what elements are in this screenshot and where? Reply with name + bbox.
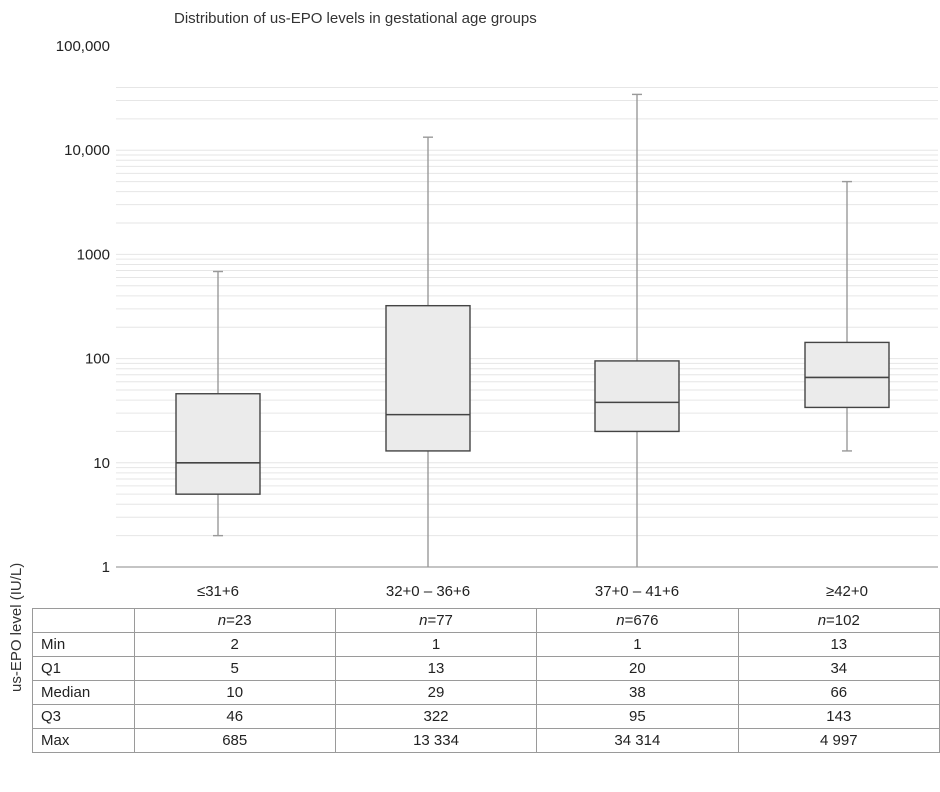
y-tick-label: 1	[102, 559, 110, 576]
n-value: =77	[427, 612, 453, 629]
table-cell: 38	[536, 680, 739, 705]
n-value: =102	[826, 612, 860, 629]
n-value: =23	[226, 612, 252, 629]
table-cell: 29	[334, 680, 538, 705]
table-cell: 1	[536, 632, 739, 657]
table-row-median: Median 10 29 38 66	[32, 680, 940, 705]
box	[804, 341, 890, 409]
table-row-q1: Q1 5 13 20 34	[32, 656, 940, 681]
table-cell: 2	[133, 632, 336, 657]
table-row-min: Min 2 1 1 13	[32, 632, 940, 657]
table-row-n: n=23 n=77 n=676 n=102	[32, 608, 940, 633]
table-cell: 13	[334, 656, 538, 681]
x-category-label: 37+0 – 41+6	[595, 583, 679, 600]
table-cell: 10	[133, 680, 336, 705]
x-category-label: ≥42+0	[826, 583, 868, 600]
table-cell: 20	[536, 656, 739, 681]
row-label: Max	[32, 728, 135, 753]
x-category-label: 32+0 – 36+6	[386, 583, 470, 600]
summary-stats-table: n=23 n=77 n=676 n=102 Min 2 1 1 13 Q1 5 …	[32, 608, 940, 753]
n-cell: n=102	[737, 608, 940, 633]
chart-title: Distribution of us-EPO levels in gestati…	[174, 10, 537, 27]
n-cell: n=676	[536, 608, 739, 633]
table-cell: 66	[737, 680, 940, 705]
y-tick-label: 10	[93, 455, 110, 472]
n-prefix: n	[217, 612, 227, 629]
n-cell: n=23	[133, 608, 336, 633]
axis-labels: 1 10 100 1000 10,000 100,000 ≤31+6 32+0 – 36+6 3…	[56, 38, 868, 600]
n-cell: n=77	[334, 608, 538, 633]
box	[385, 304, 471, 452]
table-cell: 322	[334, 704, 538, 729]
table-cell: 34	[737, 656, 940, 681]
table-cell: 46	[133, 704, 336, 729]
table-cell: 143	[737, 704, 940, 729]
n-value: =676	[624, 612, 659, 629]
table-cell: 13 334	[334, 728, 538, 753]
table-cell: 34 314	[536, 728, 739, 753]
y-tick-label: 10,000	[64, 142, 110, 159]
n-prefix: n	[616, 612, 625, 629]
x-category-label: ≤31+6	[197, 583, 239, 600]
table-cell: 95	[536, 704, 739, 729]
y-axis-label: us-EPO level (IU/L)	[8, 562, 25, 692]
n-prefix: n	[817, 612, 827, 629]
table-corner-cell	[32, 608, 135, 633]
y-tick-label: 100,000	[56, 38, 110, 55]
table-row-q3: Q3 46 322 95 143	[32, 704, 940, 729]
y-tick-label: 100	[85, 351, 110, 368]
box	[594, 360, 680, 433]
table-cell: 685	[133, 728, 336, 753]
table-cell: 4 997	[737, 728, 940, 753]
row-label: Min	[32, 632, 135, 657]
y-tick-label: 1000	[77, 246, 110, 263]
gridlines	[116, 86, 938, 537]
row-label: Median	[32, 680, 135, 705]
boxplot-chart: 1 10 100 1000 10,000 100,000 ≤31+6 32+0 – 36+6 3…	[56, 38, 938, 600]
table-row-max: Max 685 13 334 34 314 4 997	[32, 728, 940, 753]
n-prefix: n	[419, 612, 428, 629]
box	[175, 393, 261, 495]
boxes	[175, 93, 890, 567]
table-cell: 5	[133, 656, 336, 681]
row-label: Q3	[32, 704, 135, 729]
table-cell: 1	[334, 632, 538, 657]
row-label: Q1	[32, 656, 135, 681]
table-cell: 13	[737, 632, 940, 657]
